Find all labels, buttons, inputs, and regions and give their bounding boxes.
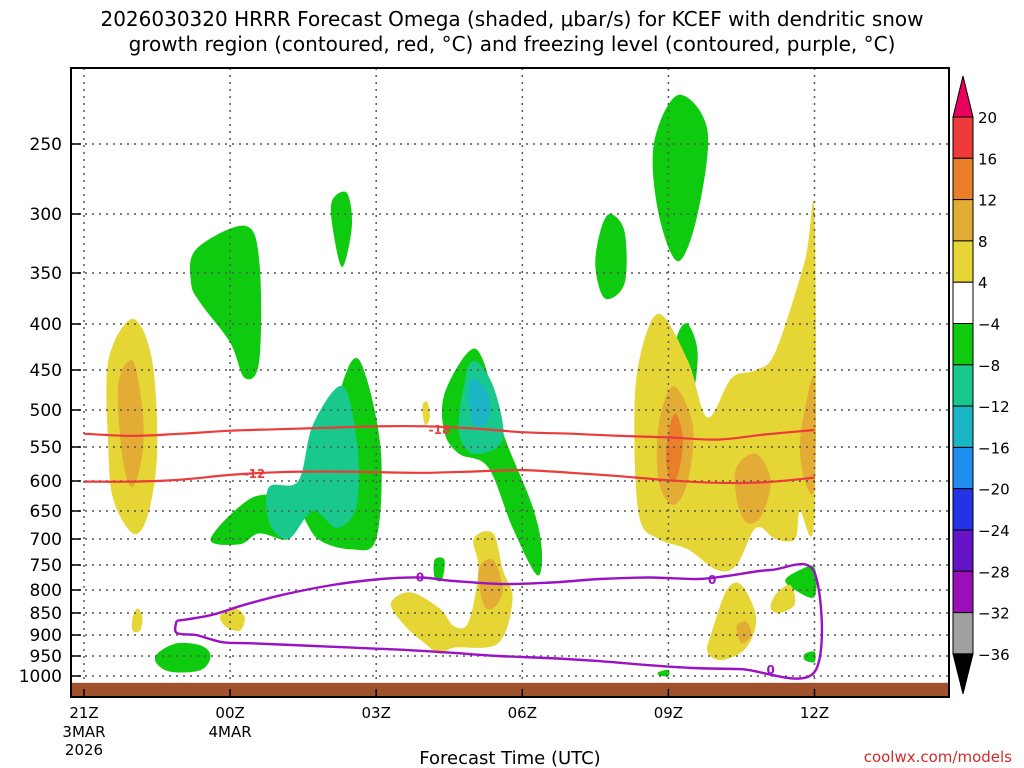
colorbar-level-label: −4	[978, 316, 1000, 334]
colorbar-bin	[952, 570, 974, 614]
colorbar-level-label: 12	[978, 192, 997, 210]
omega-right-orange-c	[799, 375, 816, 495]
y-tick-label: 950	[30, 647, 62, 667]
omega-shading	[106, 94, 817, 677]
colorbar-bin	[952, 488, 974, 531]
ground-surface	[71, 682, 949, 697]
colorbar-level-label: 8	[978, 233, 988, 251]
colorbar-bin	[952, 281, 974, 325]
omega-low-green-right	[785, 565, 817, 598]
x-tick-date: 3MAR	[62, 723, 105, 741]
colorbar-bin	[952, 240, 974, 283]
y-tick-label: 700	[30, 530, 62, 550]
dgz-contour-label: -12	[244, 467, 266, 481]
plot-frame	[70, 67, 950, 698]
y-tick-label: 1000	[19, 667, 62, 687]
omega-low-yellow-small-c	[770, 584, 796, 614]
x-tick-label: 21Z	[69, 704, 98, 722]
omega-upper-green-e	[652, 94, 709, 262]
x-tick-label: 00Z	[215, 704, 244, 722]
colorbar-bin	[952, 116, 974, 159]
x-tick-label: 12Z	[800, 704, 829, 722]
colorbar-level-label: 4	[978, 274, 988, 292]
y-tick-label: 250	[30, 135, 62, 155]
colorbar-level-label: −8	[978, 357, 1000, 375]
freezing-level-label: 0	[416, 571, 424, 585]
colorbar-level-label: −16	[978, 439, 1010, 457]
y-tick-label: 800	[30, 581, 62, 601]
chart-title-line2: growth region (contoured, red, °C) and f…	[129, 32, 896, 56]
omega-upper-green-c	[595, 214, 627, 300]
omega-low-green-edge	[803, 651, 816, 663]
colorbar-bin	[952, 529, 974, 572]
freezing-level-label: 0	[766, 663, 774, 677]
colorbar-bottom-arrow	[952, 653, 974, 695]
x-tick-label: 09Z	[654, 704, 683, 722]
x-tick-label: 06Z	[508, 704, 537, 722]
omega-low-orange-right	[736, 621, 752, 644]
y-tick-label: 650	[30, 502, 62, 522]
y-tick-label: 600	[30, 472, 62, 492]
omega-left-orange	[117, 360, 144, 488]
x-tick-year: 2026	[65, 741, 103, 759]
colorbar-bin	[952, 612, 974, 655]
omega-upper-green-b	[330, 191, 353, 268]
y-tick-label: 750	[30, 556, 62, 576]
colorbar-bin	[952, 157, 974, 201]
colorbar-level-label: −36	[978, 646, 1010, 664]
omega-upper-green-a	[189, 225, 262, 380]
y-tick-label: 500	[30, 401, 62, 421]
y-axis: 2503003504004505005506006507007508008509…	[19, 135, 81, 687]
y-tick-label: 900	[30, 626, 62, 646]
colorbar-bin	[952, 323, 974, 366]
omega-low-green-dot	[657, 669, 670, 677]
omega-mid-cyan-right	[468, 378, 490, 427]
colorbar-level-label: −24	[978, 522, 1010, 540]
colorbar-level-label: 16	[978, 150, 997, 168]
omega-low-yellow-small-a	[131, 608, 143, 633]
dgz-contour-label: -18	[429, 423, 451, 437]
omega-low-yellow-small-b	[219, 608, 245, 631]
colorbar-bin	[952, 405, 974, 448]
colorbar-level-label: −12	[978, 398, 1010, 416]
omega-right-orange-b	[734, 453, 771, 524]
colorbar-level-label: −32	[978, 605, 1010, 623]
omega-right-yellow-big	[634, 200, 817, 572]
omega-mid-teal-main	[265, 385, 359, 540]
colorbar-bin	[952, 199, 974, 242]
omega-mid-yellow-low	[390, 531, 513, 654]
dgz-contour--12	[83, 468, 815, 485]
colorbar-level-label: 20	[978, 109, 997, 127]
y-tick-label: 550	[30, 438, 62, 458]
omega-low-yellow-right	[706, 582, 757, 661]
freezing-level-contour	[173, 562, 824, 680]
x-axis-label: Forecast Time (UTC)	[419, 748, 600, 768]
x-tick-date: 4MAR	[209, 723, 252, 741]
y-tick-label: 350	[30, 264, 62, 284]
y-tick-label: 450	[30, 361, 62, 381]
credit-text: coolwx.com/models	[864, 748, 1012, 766]
x-tick-label: 03Z	[362, 704, 391, 722]
y-tick-label: 300	[30, 205, 62, 225]
omega-low-yellow-tiny	[422, 401, 430, 426]
colorbar-top-arrow	[952, 75, 974, 118]
colorbar-level-label: −28	[978, 563, 1010, 581]
colorbar-bin	[952, 446, 974, 490]
omega-low-green-small	[433, 557, 445, 582]
y-tick-label: 850	[30, 604, 62, 624]
omega-low-green-left	[154, 642, 211, 673]
colorbar: 20 16 12 8 4 −4 −8 −12 −16 −20 −24 −28 −32 −36	[952, 75, 1010, 695]
dgz-contour--18	[83, 424, 815, 441]
chart-title-line1: 2026030320 HRRR Forecast Omega (shaded, …	[100, 7, 923, 31]
colorbar-bin	[952, 364, 974, 407]
freezing-level-label: 0	[708, 573, 716, 587]
contour-lines: -18 -12 0 0 0	[83, 423, 824, 680]
colorbar-level-label: −20	[978, 481, 1010, 499]
y-tick-label: 400	[30, 315, 62, 335]
